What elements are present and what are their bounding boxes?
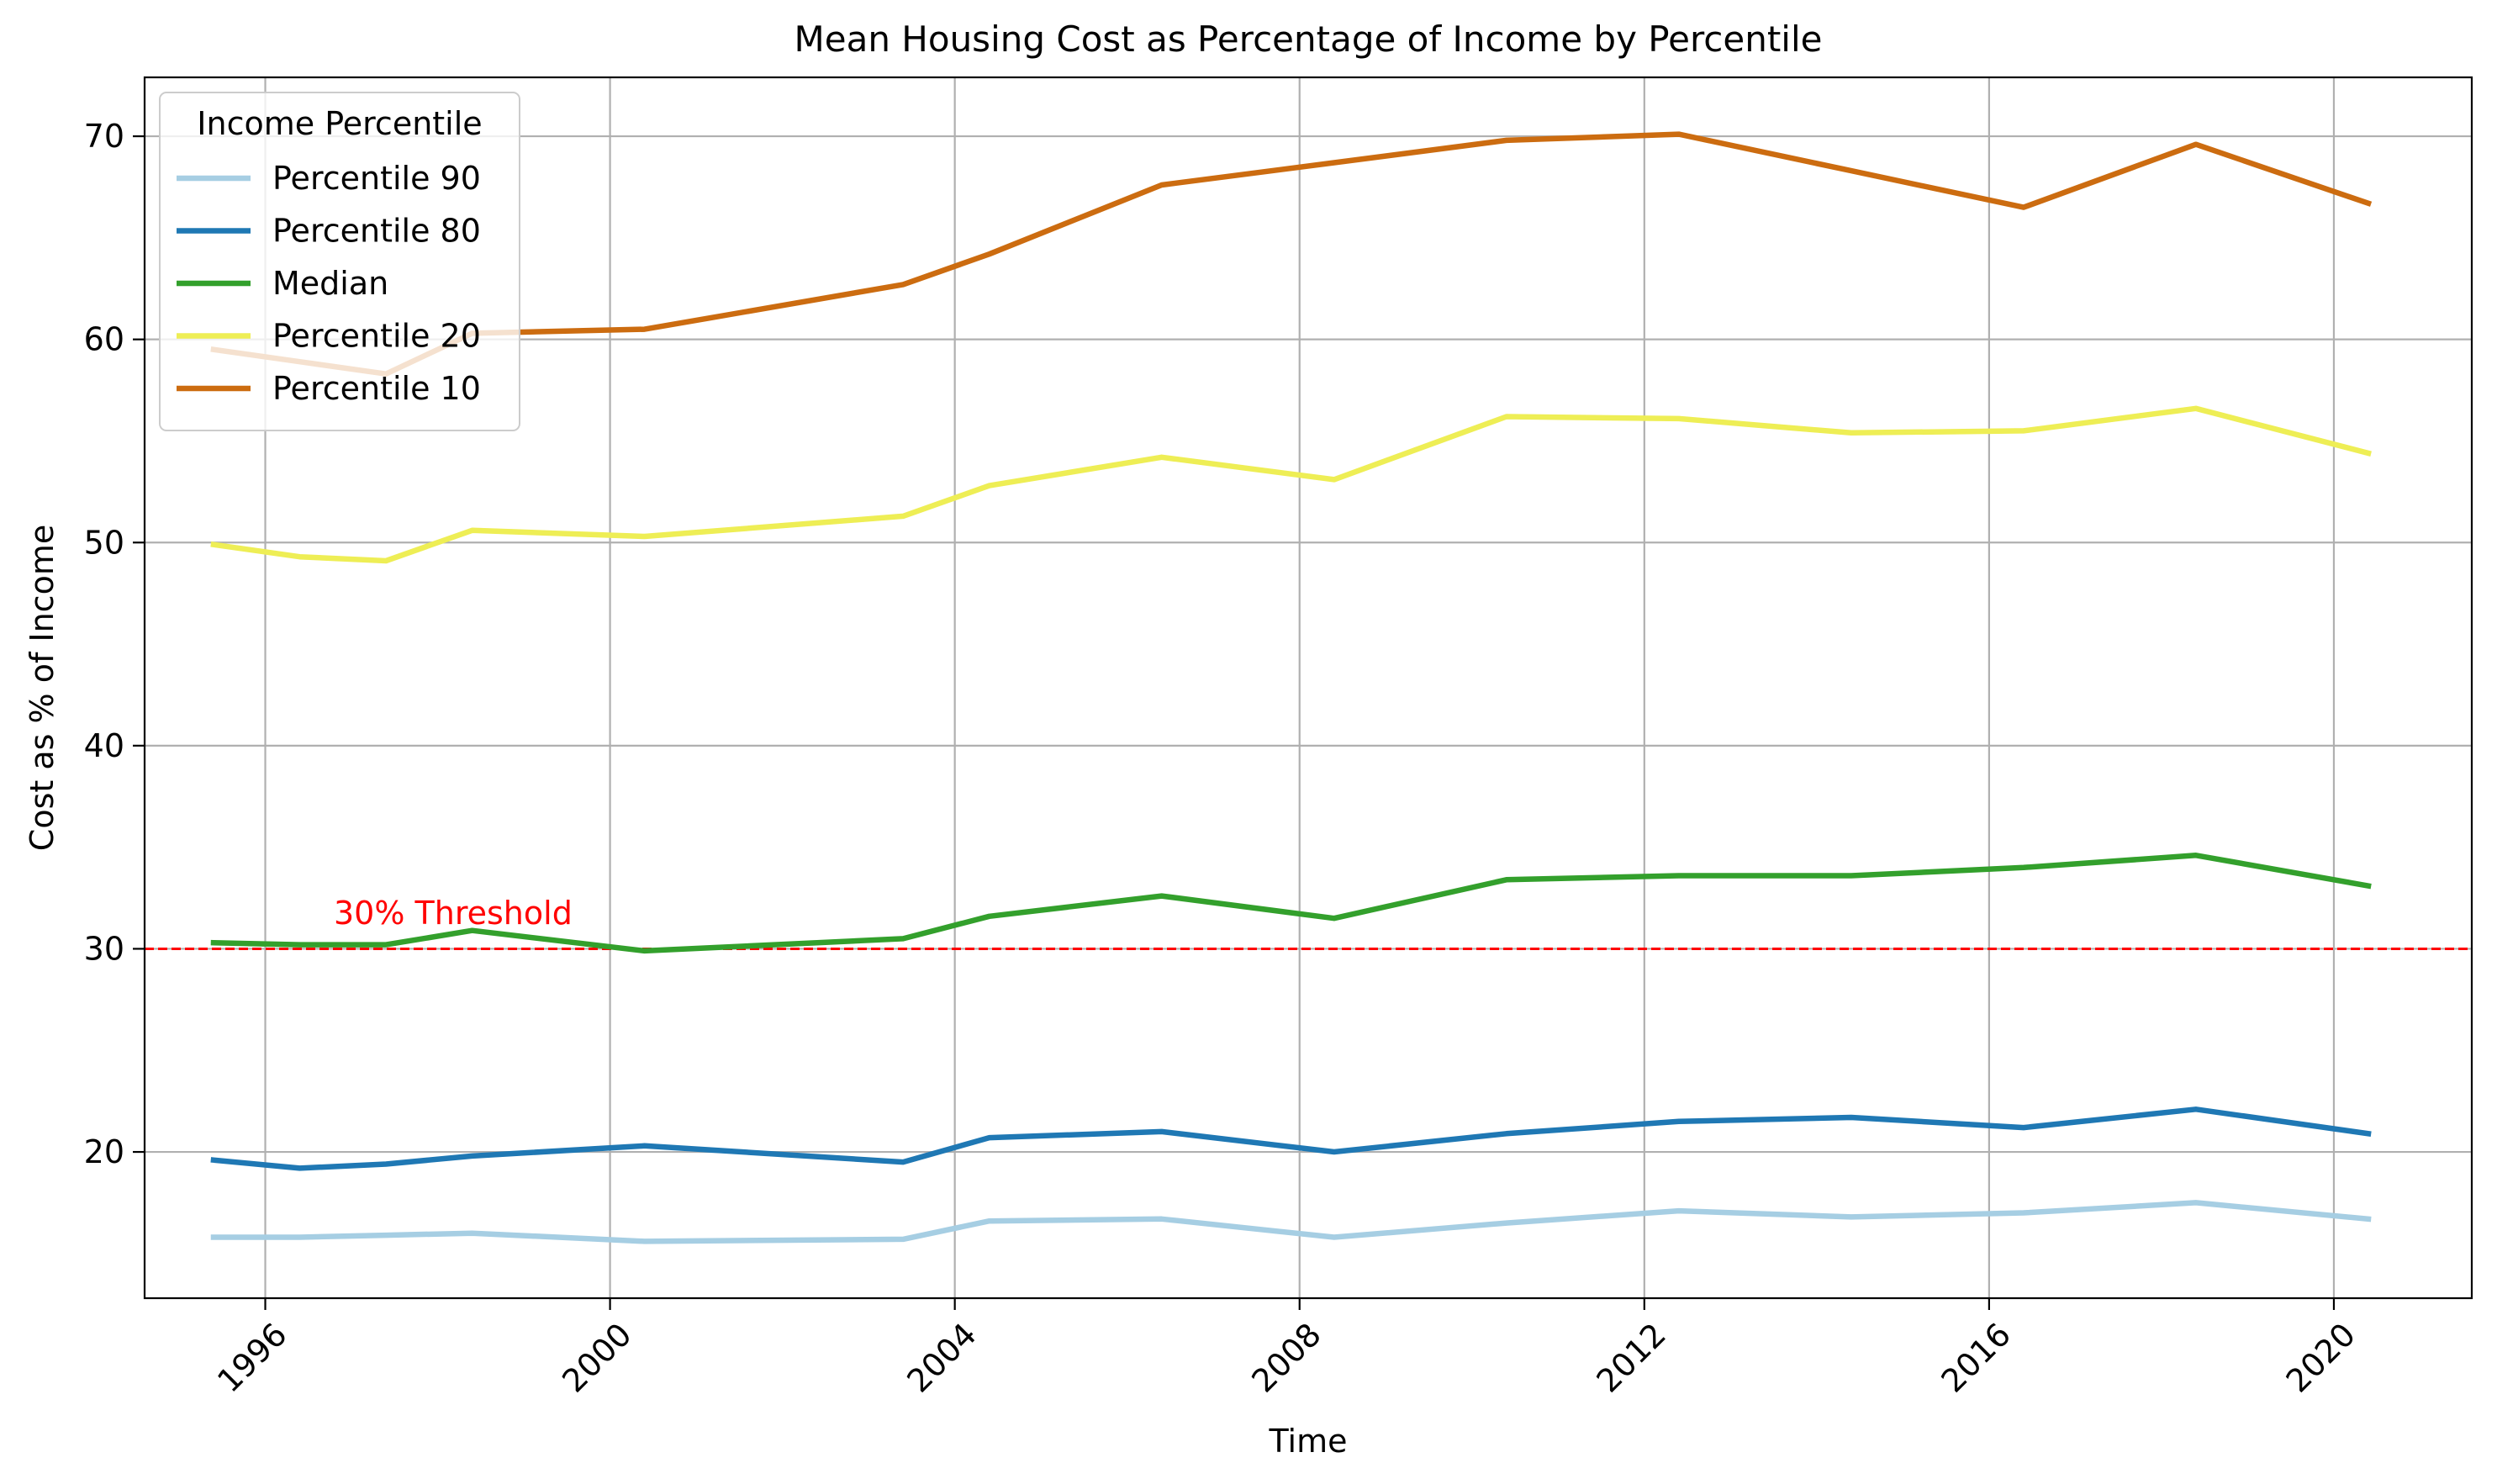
y-tick-label: 40 <box>84 727 124 764</box>
series-line-0 <box>210 1200 2372 1244</box>
y-axis-label: Cost as % of Income <box>24 525 61 851</box>
series-line-3 <box>210 405 2372 564</box>
legend-label-0: Percentile 90 <box>272 160 481 197</box>
plot-frame <box>143 76 2473 1300</box>
chart-title: Mean Housing Cost as Percentage of Incom… <box>794 18 1823 60</box>
series-line-1 <box>210 1106 2372 1171</box>
y-axis-ticks: 20 30 40 50 60 70 <box>84 118 145 1170</box>
y-tick-label: 20 <box>84 1133 124 1170</box>
y-tick-label: 30 <box>84 930 124 967</box>
legend-label-3: Percentile 20 <box>272 318 481 355</box>
legend-label-2: Median <box>272 265 388 302</box>
y-tick-label: 70 <box>84 118 124 155</box>
legend-label-4: Percentile 10 <box>272 370 481 407</box>
legend: Income Percentile Percentile 90 Percentile… <box>159 92 520 431</box>
y-tick-label: 60 <box>84 321 124 358</box>
legend-label-1: Percentile 80 <box>272 213 481 250</box>
y-tick-label: 50 <box>84 524 124 561</box>
legend-title: Income Percentile <box>197 105 482 142</box>
series-layer <box>210 131 2373 1244</box>
series-line-2 <box>210 853 2372 954</box>
x-axis-label: Time <box>1269 1423 1348 1460</box>
threshold-label: 30% Threshold <box>334 895 573 932</box>
